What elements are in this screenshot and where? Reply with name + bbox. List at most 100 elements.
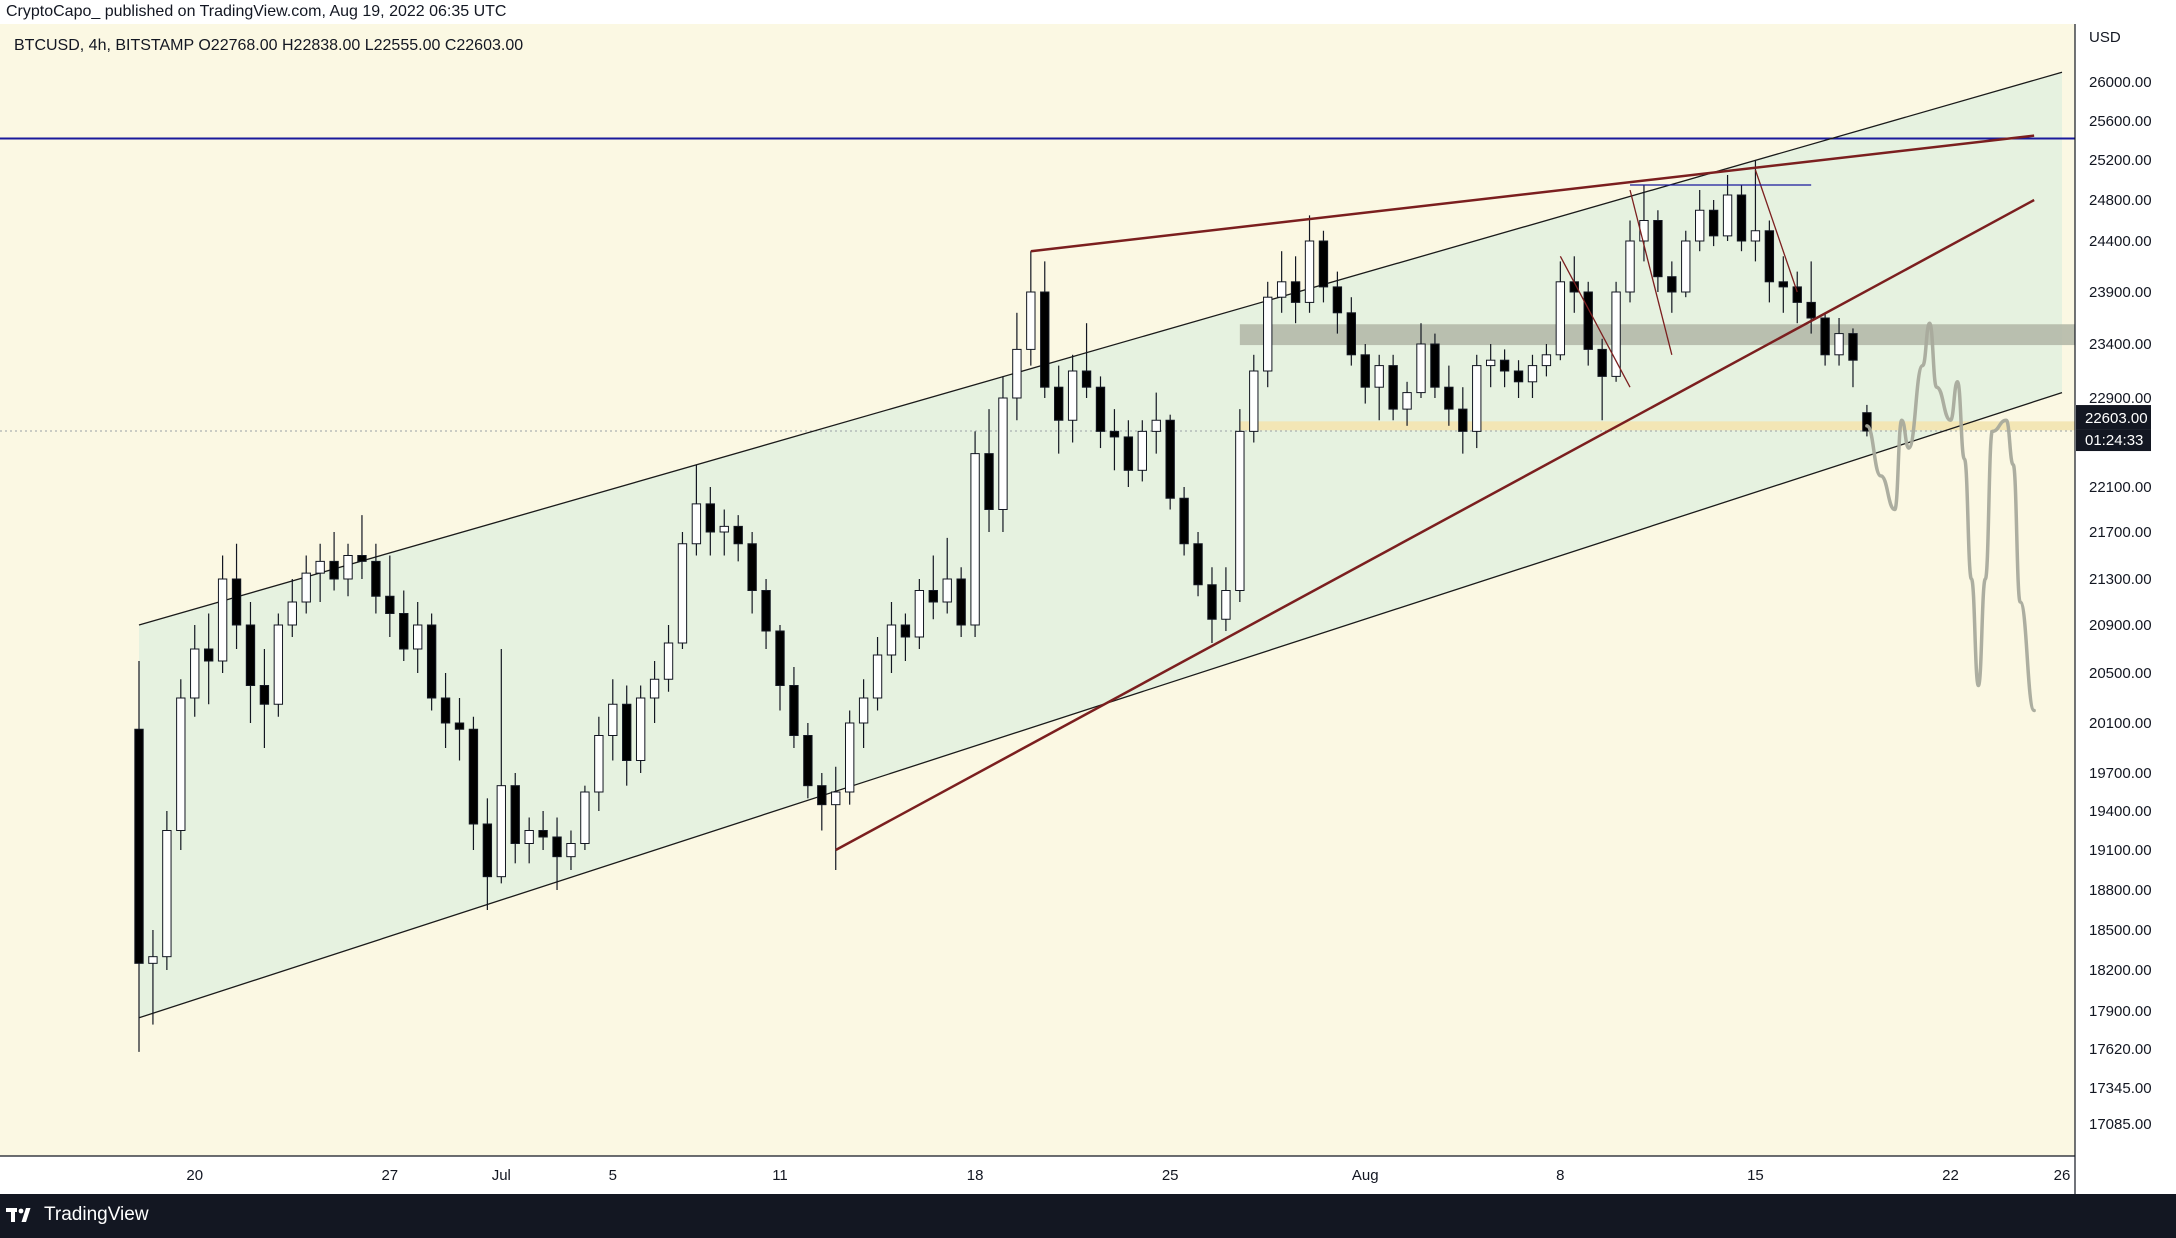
candle bbox=[1332, 271, 1343, 334]
candle-body bbox=[413, 624, 423, 650]
candle-body bbox=[970, 453, 980, 626]
candle bbox=[385, 555, 395, 637]
candle-body bbox=[1151, 419, 1161, 432]
candle bbox=[663, 625, 674, 692]
price-axis-tick: 17620.00 bbox=[2089, 1041, 2152, 1058]
publish-info: CryptoCapo_ published on TradingView.com… bbox=[6, 3, 507, 20]
candle-body bbox=[1179, 497, 1189, 545]
price-axis-currency: USD bbox=[2089, 29, 2121, 46]
candle-body bbox=[552, 836, 562, 858]
candle-body bbox=[1695, 209, 1705, 242]
candle bbox=[1416, 323, 1426, 398]
candle-body bbox=[844, 722, 855, 793]
candle bbox=[440, 673, 451, 748]
price-chart[interactable]: USD 26000.00 25600.00 25200.00 24800.00 24400… bbox=[0, 24, 2176, 1194]
candle-body bbox=[691, 503, 702, 545]
candle-body bbox=[594, 735, 604, 793]
candle-body bbox=[1681, 240, 1691, 293]
time-axis-tick: 25 bbox=[1162, 1167, 1179, 1184]
candle-body bbox=[1388, 365, 1398, 410]
candle-body bbox=[1081, 370, 1092, 388]
candle bbox=[705, 487, 716, 556]
candle bbox=[315, 543, 325, 602]
candle bbox=[872, 637, 883, 711]
price-axis-panel[interactable] bbox=[2075, 24, 2176, 1194]
candle-body bbox=[1625, 240, 1635, 293]
candle bbox=[1346, 297, 1357, 366]
countdown-label: 01:24:33 bbox=[2085, 432, 2143, 449]
candle-body bbox=[1555, 281, 1566, 356]
candle-body bbox=[608, 703, 618, 736]
legend-timeframe: 4h bbox=[89, 37, 107, 54]
candle-body bbox=[1067, 370, 1078, 421]
candle bbox=[1054, 365, 1064, 454]
candle-body bbox=[1402, 392, 1412, 410]
candle bbox=[1820, 312, 1830, 366]
candle bbox=[1485, 344, 1496, 388]
candle bbox=[1109, 409, 1120, 471]
price-axis-tick: 17345.00 bbox=[2089, 1080, 2152, 1097]
candle bbox=[190, 625, 200, 717]
chart-frame[interactable]: USD 26000.00 25600.00 25200.00 24800.00 24400… bbox=[0, 24, 2176, 1194]
candle bbox=[1513, 360, 1524, 398]
candle bbox=[343, 543, 353, 597]
tradingview-logo-icon bbox=[6, 1208, 31, 1222]
candle bbox=[1012, 312, 1022, 421]
candle-body bbox=[942, 578, 952, 603]
candle bbox=[1402, 381, 1412, 426]
candle bbox=[231, 543, 242, 649]
candle-body bbox=[1764, 230, 1775, 283]
legend-high: H22838.00 bbox=[282, 37, 360, 54]
candle-body bbox=[1416, 343, 1426, 394]
rising-trendline bbox=[835, 198, 2035, 852]
time-axis-tick: 20 bbox=[186, 1167, 203, 1184]
flag-line bbox=[1559, 255, 1631, 388]
candle-body bbox=[1736, 194, 1747, 242]
candle-body bbox=[998, 397, 1008, 510]
candle bbox=[329, 532, 339, 591]
candle bbox=[426, 613, 437, 711]
tradingview-brand[interactable]: TradingView bbox=[6, 1204, 149, 1226]
flag-line bbox=[1754, 169, 1798, 293]
candle-body bbox=[1611, 291, 1621, 377]
candle bbox=[538, 811, 548, 850]
candle-body bbox=[858, 697, 869, 724]
candle bbox=[1499, 349, 1510, 388]
candle bbox=[176, 679, 186, 850]
time-axis-panel[interactable] bbox=[0, 1156, 2075, 1194]
candle bbox=[1736, 185, 1747, 252]
candle-body bbox=[1430, 343, 1440, 388]
candle bbox=[914, 579, 925, 649]
candle-body bbox=[663, 642, 674, 680]
price-axis-tick: 23400.00 bbox=[2089, 336, 2152, 353]
candle bbox=[608, 679, 618, 761]
price-axis-tick: 23900.00 bbox=[2089, 284, 2152, 301]
candle bbox=[970, 431, 980, 637]
legend-symbol: BTCUSD bbox=[14, 37, 80, 54]
candle bbox=[371, 543, 381, 614]
candle-body bbox=[1708, 209, 1719, 237]
candle-body bbox=[1137, 430, 1147, 471]
resistance-zone bbox=[1239, 324, 2075, 346]
candle-body bbox=[761, 590, 771, 632]
candle bbox=[1151, 392, 1161, 454]
candle-body bbox=[1778, 281, 1788, 288]
candle bbox=[1221, 567, 1231, 631]
candle-body bbox=[385, 595, 395, 614]
candle bbox=[1095, 376, 1106, 449]
time-axis-tick: 26 bbox=[2054, 1167, 2071, 1184]
candle bbox=[747, 532, 757, 614]
candle bbox=[761, 579, 771, 649]
price-axis-tick: 19100.00 bbox=[2089, 842, 2152, 859]
candle bbox=[273, 613, 284, 717]
legend-exchange: BITSTAMP bbox=[115, 37, 194, 54]
candle bbox=[134, 661, 144, 1052]
candle-body bbox=[1026, 291, 1036, 350]
candle-body bbox=[1193, 543, 1203, 586]
candle-body bbox=[928, 590, 938, 603]
candle bbox=[1249, 354, 1259, 443]
candle bbox=[1722, 175, 1733, 241]
price-axis-tick: 20500.00 bbox=[2089, 665, 2152, 682]
candle bbox=[691, 464, 702, 556]
candle-body bbox=[1444, 386, 1454, 410]
